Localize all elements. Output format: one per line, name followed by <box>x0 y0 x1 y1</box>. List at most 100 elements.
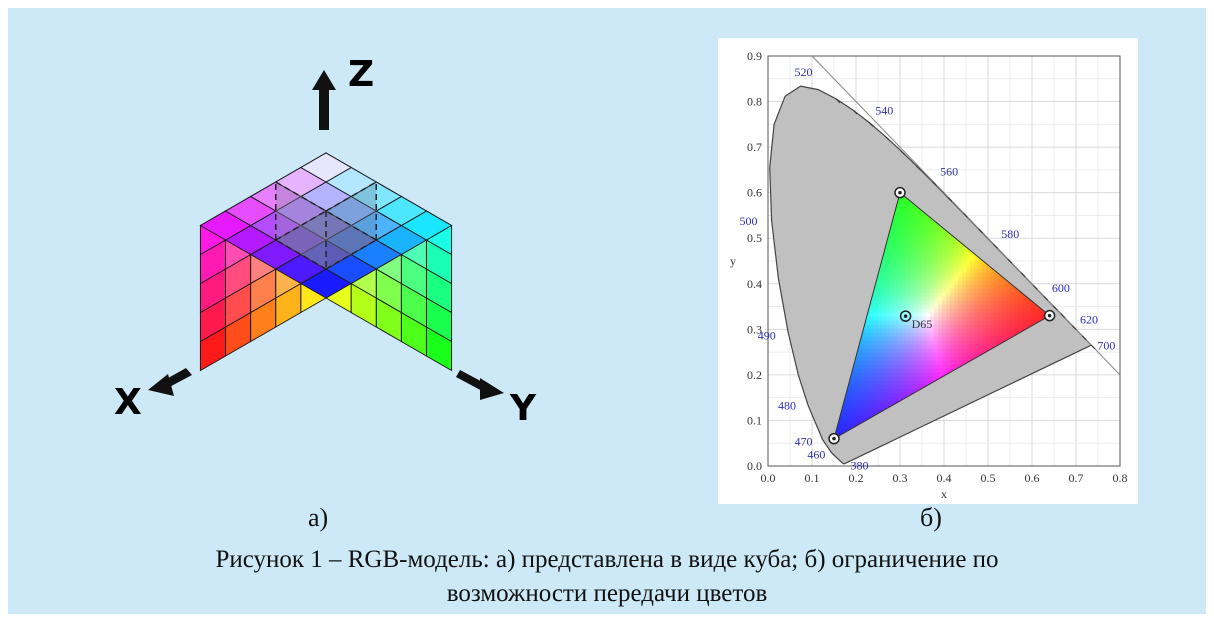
gamut-pixel <box>906 324 911 330</box>
gamut-pixel <box>982 320 987 326</box>
gamut-pixel <box>874 356 879 362</box>
gamut-pixel <box>886 280 891 286</box>
gamut-pixel <box>942 292 947 298</box>
gamut-pixel <box>914 260 919 266</box>
gamut-pixel <box>898 228 903 234</box>
gamut-pixel <box>878 360 883 366</box>
gamut-pixel <box>854 380 859 386</box>
gamut-pixel <box>990 336 995 342</box>
gamut-pixel <box>926 260 931 266</box>
gamut-pixel <box>1014 320 1019 326</box>
gamut-pixel <box>970 284 975 290</box>
gamut-pixel <box>894 372 899 378</box>
gamut-pixel <box>1010 320 1015 326</box>
gamut-pixel <box>962 324 967 330</box>
gamut-pixel <box>930 368 935 374</box>
gamut-pixel <box>886 352 891 358</box>
gamut-pixel <box>874 384 879 390</box>
gamut-pixel <box>878 336 883 342</box>
gamut-pixel <box>982 316 987 322</box>
gamut-pixel <box>958 280 963 286</box>
gamut-pixel <box>918 212 923 218</box>
gamut-pixel <box>930 336 935 342</box>
gamut-pixel <box>970 260 975 266</box>
gamut-pixel <box>858 384 863 390</box>
gamut-pixel <box>978 268 983 274</box>
gamut-pixel <box>958 288 963 294</box>
gamut-pixel <box>914 256 919 262</box>
gamut-pixel <box>874 368 879 374</box>
gamut-pixel <box>978 272 983 278</box>
gamut-pixel <box>926 348 931 354</box>
gamut-pixel <box>910 260 915 266</box>
gamut-pixel <box>914 288 919 294</box>
gamut-pixel <box>894 344 899 350</box>
gamut-pixel <box>1038 312 1043 318</box>
gamut-pixel <box>906 320 911 326</box>
gamut-pixel <box>946 352 951 358</box>
gamut-pixel <box>934 344 939 350</box>
gamut-pixel <box>890 400 895 406</box>
gamut-pixel <box>926 336 931 342</box>
white-point-d65: D65 <box>899 310 932 331</box>
gamut-pixel <box>838 416 843 422</box>
gamut-pixel <box>926 320 931 326</box>
gamut-pixel <box>958 336 963 342</box>
gamut-pixel <box>870 352 875 358</box>
gamut-pixel <box>1002 336 1007 342</box>
gamut-pixel <box>954 360 959 366</box>
gamut-pixel <box>910 308 915 314</box>
gamut-pixel <box>890 352 895 358</box>
gamut-pixel <box>902 224 907 230</box>
x-tick-label: 0.5 <box>981 471 996 485</box>
gamut-pixel <box>994 288 999 294</box>
gamut-pixel <box>874 372 879 378</box>
gamut-pixel <box>854 360 859 366</box>
gamut-pixel <box>922 304 927 310</box>
wavelength-label: 460 <box>807 447 825 461</box>
gamut-pixel <box>1006 292 1011 298</box>
gamut-pixel <box>1014 296 1019 302</box>
gamut-pixel <box>906 236 911 242</box>
gamut-pixel <box>958 292 963 298</box>
gamut-pixel <box>874 304 879 310</box>
gamut-pixel <box>966 256 971 262</box>
gamut-pixel <box>886 316 891 322</box>
gamut-pixel <box>886 392 891 398</box>
gamut-pixel <box>870 320 875 326</box>
gamut-pixel <box>910 296 915 302</box>
gamut-pixel <box>854 356 859 362</box>
gamut-pixel <box>902 356 907 362</box>
gamut-pixel <box>938 228 943 234</box>
gamut-pixel <box>882 328 887 334</box>
gamut-pixel <box>906 348 911 354</box>
gamut-pixel <box>954 264 959 270</box>
gamut-pixel <box>898 360 903 366</box>
y-tick-label: 0.1 <box>747 413 762 427</box>
gamut-pixel <box>858 364 863 370</box>
gamut-pixel <box>1030 304 1035 310</box>
gamut-pixel <box>882 304 887 310</box>
gamut-pixel <box>874 316 879 322</box>
gamut-pixel <box>898 268 903 274</box>
gamut-pixel <box>894 244 899 250</box>
gamut-pixel <box>950 236 955 242</box>
gamut-pixel <box>914 220 919 226</box>
green-primary-marker-dot <box>898 190 902 195</box>
gamut-pixel <box>878 300 883 306</box>
gamut-pixel <box>874 392 879 398</box>
gamut-pixel <box>978 284 983 290</box>
gamut-pixel <box>946 280 951 286</box>
gamut-pixel <box>906 276 911 282</box>
gamut-pixel <box>1018 304 1023 310</box>
gamut-pixel <box>914 340 919 346</box>
gamut-pixel <box>958 316 963 322</box>
gamut-pixel <box>970 304 975 310</box>
gamut-pixel <box>926 216 931 222</box>
gamut-pixel <box>878 364 883 370</box>
gamut-pixel <box>878 384 883 390</box>
gamut-pixel <box>946 276 951 282</box>
gamut-pixel <box>990 296 995 302</box>
gamut-pixel <box>890 228 895 234</box>
gamut-pixel <box>978 348 983 354</box>
